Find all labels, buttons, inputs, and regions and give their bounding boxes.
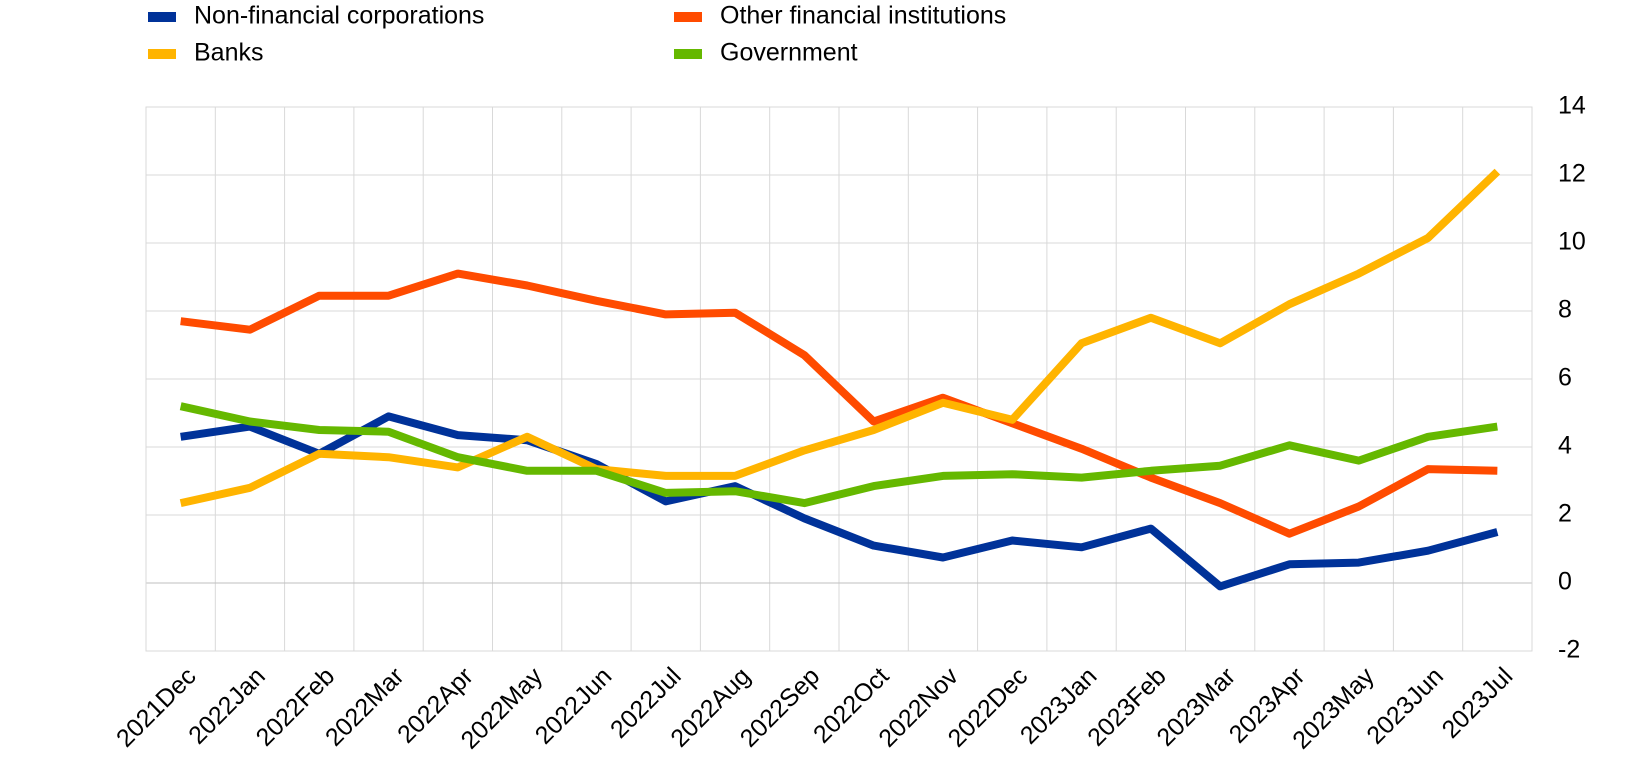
series-line	[180, 269, 1498, 538]
y-tick-label: 0	[1558, 568, 1572, 596]
series-line	[180, 412, 1499, 591]
legend-swatch	[148, 49, 176, 59]
x-tick-label: 2023Jul	[1437, 662, 1519, 744]
y-tick-label: 4	[1558, 432, 1572, 460]
legend-swatch	[674, 49, 702, 59]
y-tick-label: 14	[1558, 92, 1586, 120]
plot-frame	[145, 106, 1533, 652]
y-tick-label: 6	[1558, 364, 1572, 392]
legend-label: Non-financial corporations	[194, 2, 484, 30]
x-tick-label: 2022Jun	[530, 662, 618, 750]
y-tick-label: 12	[1558, 160, 1586, 188]
y-tick-label: -2	[1558, 636, 1580, 664]
legend-swatch	[674, 12, 702, 22]
series-line	[179, 402, 1498, 508]
y-tick-label: 2	[1558, 500, 1572, 528]
legend-label: Other financial institutions	[720, 2, 1006, 30]
series-line	[179, 168, 1501, 508]
legend-label: Government	[720, 39, 858, 67]
y-tick-label: 8	[1558, 296, 1572, 324]
legend-swatch	[148, 12, 176, 22]
x-tick-label: 2021Dec	[111, 662, 202, 753]
x-tick-label: 2023Jun	[1361, 662, 1449, 750]
legend-label: Banks	[194, 39, 263, 67]
y-tick-label: 10	[1558, 228, 1586, 256]
